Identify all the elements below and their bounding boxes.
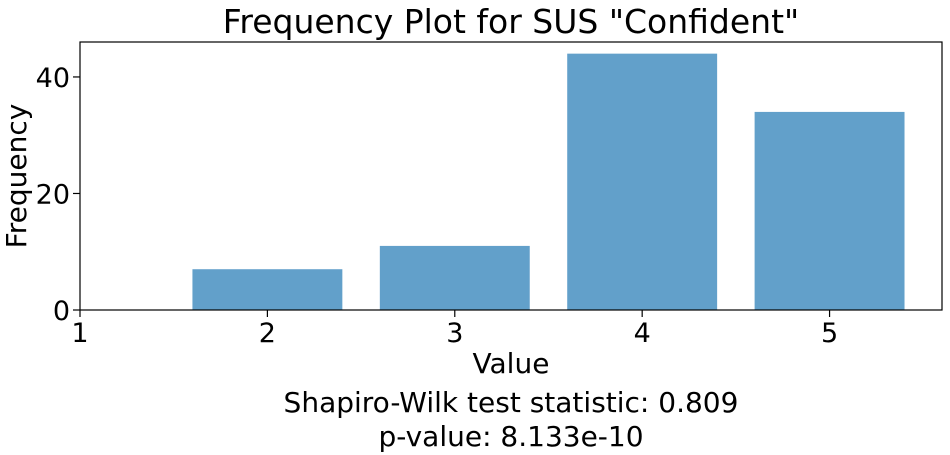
bar-2 — [192, 269, 343, 310]
shapiro-wilk-statistic: Shapiro-Wilk test statistic: 0.809 — [283, 386, 739, 419]
x-axis-ticks: 1 2 3 4 5 — [71, 310, 838, 349]
y-axis-ticks: 0 20 40 — [36, 63, 80, 327]
plot-frame — [79, 41, 943, 311]
x-tick-label-5: 5 — [821, 318, 838, 349]
y-axis-label: Frequency — [0, 104, 33, 249]
x-tick-label-3: 3 — [446, 318, 463, 349]
x-tick-label-4: 4 — [634, 318, 651, 349]
bar-5 — [754, 111, 905, 310]
x-tick-label-1: 1 — [71, 318, 88, 349]
x-tick-label-2: 2 — [259, 318, 276, 349]
y-tick-label-40: 40 — [36, 63, 70, 94]
bar-3 — [379, 245, 530, 310]
y-tick-label-0: 0 — [53, 296, 70, 327]
x-axis-label: Value — [473, 347, 550, 380]
p-value-text: p-value: 8.133e-10 — [378, 420, 644, 453]
bars-group — [192, 53, 905, 311]
bar-4 — [567, 53, 718, 311]
chart-title: Frequency Plot for SUS "Confident" — [223, 2, 799, 41]
y-tick-label-20: 20 — [36, 179, 70, 210]
